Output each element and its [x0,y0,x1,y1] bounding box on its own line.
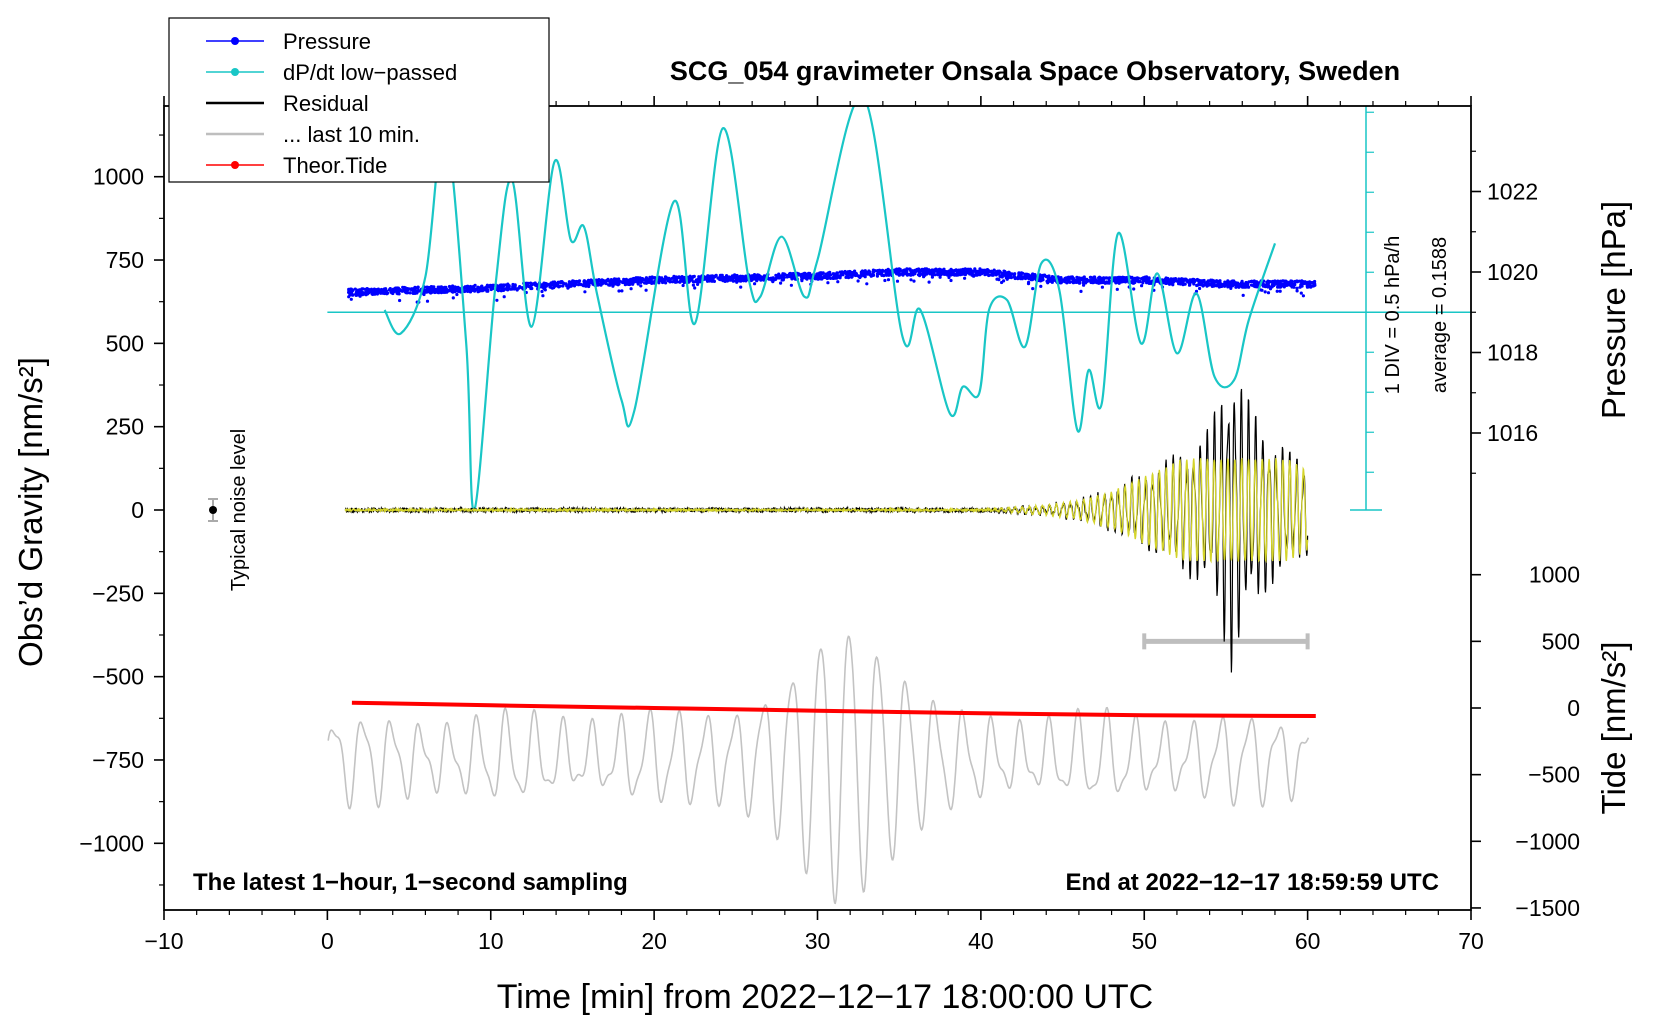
tide-tick-label: −1500 [1515,895,1580,921]
y-axis-label-pressure: Pressure [hPa] [1595,201,1632,419]
dpdt-series [383,106,1277,512]
y-axis-label-gravity: Obs’d Gravity [nm/s²] [12,357,49,667]
pressure-tick-label: 1018 [1487,340,1538,366]
x-tick-label: 70 [1458,928,1484,954]
x-tick-label: 60 [1295,928,1321,954]
pressure-series [347,267,1317,304]
sampling-note: The latest 1−hour, 1−second sampling [193,869,628,896]
noise-level-point [209,506,218,514]
x-tick-label: 50 [1131,928,1157,954]
legend-box [168,17,550,183]
x-axis-label: Time [min] from 2022−12−17 18:00:00 UTC [497,978,1153,1016]
legend-label: Residual [283,91,369,116]
y-axis-label-tide: Tide [nm/s²] [1595,642,1632,815]
x-tick-label: 20 [641,928,667,954]
tide-tick-label: 500 [1542,628,1580,654]
div-scale-label: 1 DIV = 0.5 hPa/h [1382,236,1404,394]
y-tick-label: −1000 [79,830,144,856]
legend-label: ... last 10 min. [283,122,420,147]
y-tick-label: −750 [92,747,144,773]
last-10-min-tide-trace [327,635,1310,905]
y-tick-label: −250 [92,580,144,606]
x-tick-label: 40 [968,928,994,954]
average-label: average = 0.1588 [1429,237,1451,393]
residual-filtered-series [344,457,1309,564]
noise-level-label: Typical noise level [228,429,250,591]
end-time-note: End at 2022−12−17 18:59:59 UTC [1065,869,1439,896]
x-tick-label: −10 [144,928,183,954]
residual-series [344,388,1309,673]
y-tick-label: 500 [106,330,144,356]
pressure-tick-label: 1016 [1487,420,1538,446]
chart-title: SCG_054 gravimeter Onsala Space Observat… [670,56,1400,86]
legend-marker [231,68,239,76]
tide-tick-label: −1000 [1515,828,1580,854]
legend-marker [231,161,239,169]
y-tick-label: 250 [106,414,144,440]
x-tick-label: 0 [321,928,334,954]
x-tick-label: 30 [805,928,831,954]
y-tick-label: 1000 [93,164,144,190]
y-tick-label: −500 [92,664,144,690]
legend-marker [231,37,239,45]
legend-label: Pressure [283,29,371,54]
tide-tick-label: 1000 [1529,562,1580,588]
legend-label: dP/dt low−passed [283,60,457,85]
y-tick-label: 0 [131,497,144,523]
tide-tick-label: 0 [1567,695,1580,721]
pressure-tick-label: 1020 [1487,259,1538,285]
y-tick-label: 750 [106,247,144,273]
theor-tide-series [351,700,1316,718]
x-tick-label: 10 [478,928,504,954]
tide-tick-label: −500 [1528,762,1580,788]
legend-label: Theor.Tide [283,153,387,178]
pressure-tick-label: 1022 [1487,179,1538,205]
